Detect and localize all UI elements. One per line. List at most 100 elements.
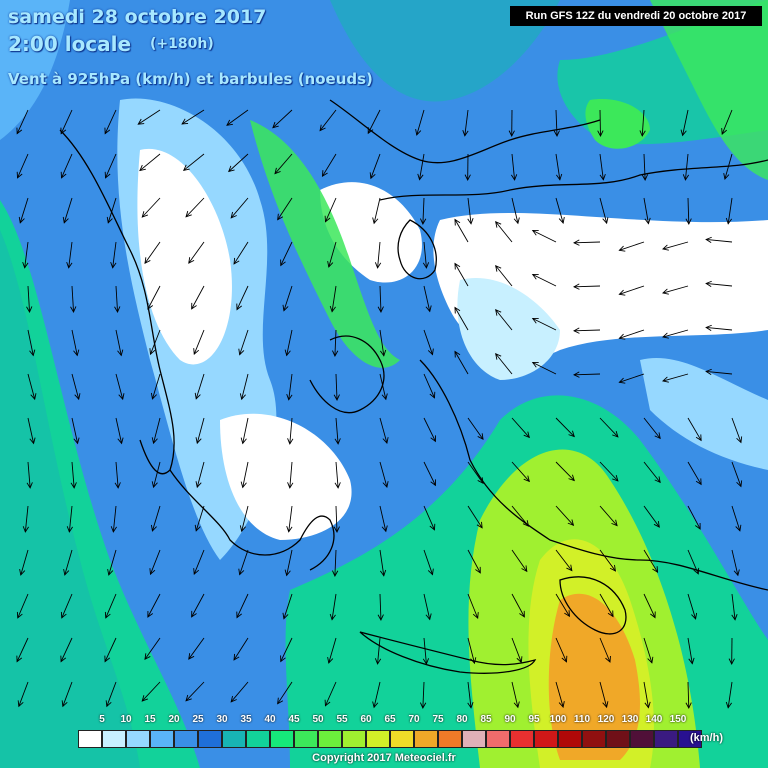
wind-arrow: [286, 549, 293, 576]
legend-swatch: [654, 730, 678, 748]
forecast-date: samedi 28 octobre 2017: [8, 6, 267, 28]
wind-arrow-head: [654, 476, 661, 484]
run-info-box: Run GFS 12Z du vendredi 20 octobre 2017: [510, 6, 762, 26]
legend-swatch: [414, 730, 438, 748]
wind-arrow-head: [333, 526, 340, 533]
wind-arrow-head: [327, 656, 334, 664]
coastline-blacksea-south: [379, 159, 768, 201]
legend-tick-label: 25: [192, 714, 204, 725]
wind-arrow-head: [105, 700, 112, 708]
wind-arrow: [511, 197, 519, 224]
wind-arrow: [532, 274, 557, 287]
wind-arrow: [379, 373, 387, 400]
wind-arrow: [277, 681, 293, 704]
wind-arrow: [511, 593, 525, 618]
wind-arrow: [16, 109, 29, 134]
wind-arrow: [104, 109, 117, 134]
wind-arrow-head: [139, 164, 146, 172]
wind-arrow-head: [650, 611, 656, 619]
wind-arrow-head: [377, 306, 384, 313]
wind-arrow-head: [599, 173, 606, 181]
legend-swatch: [534, 730, 558, 748]
wind-arrow-head: [286, 525, 293, 533]
wind-arrow-head: [429, 391, 436, 399]
wind-arrow: [706, 326, 733, 331]
wind-arrow-head: [233, 653, 240, 661]
wind-arrow-head: [60, 611, 67, 619]
wind-arrow-head: [641, 174, 649, 181]
wind-arrow: [687, 417, 702, 441]
wind-arrow-head: [195, 437, 202, 445]
legend-tick-label: 85: [480, 714, 492, 725]
wind-arrow-head: [287, 438, 294, 445]
wind-arrow: [241, 505, 249, 532]
wind-arrow-head: [691, 612, 698, 620]
wind-arrow-head: [60, 655, 67, 663]
wind-arrow: [454, 307, 469, 331]
wind-arrow: [555, 549, 573, 571]
wind-arrow-head: [147, 302, 154, 310]
wind-arrow: [727, 681, 733, 708]
wind-arrow-head: [238, 568, 245, 576]
wind-arrow: [495, 353, 513, 375]
wind-arrow-head: [141, 211, 149, 218]
legend-swatch: [606, 730, 630, 748]
wind-arrow: [731, 461, 742, 487]
wind-arrow: [105, 153, 117, 178]
wind-arrow-head: [531, 229, 539, 236]
wind-arrow-head: [607, 610, 614, 618]
wind-arrow-head: [653, 521, 660, 528]
wind-arrow-head: [705, 324, 712, 332]
legend-swatch: [198, 730, 222, 748]
wind-arrow: [71, 373, 80, 400]
wind-arrow: [619, 241, 645, 251]
wind-arrow-head: [141, 695, 149, 702]
wind-arrow: [555, 153, 561, 180]
wind-arrow-head: [319, 124, 326, 132]
wind-arrow: [191, 593, 205, 618]
wind-arrow-head: [561, 655, 568, 663]
wind-arrow-head: [462, 130, 469, 137]
wind-arrow: [137, 109, 161, 125]
wind-arrow: [107, 197, 117, 223]
wind-arrow: [511, 417, 530, 438]
wind-arrow: [24, 241, 29, 268]
wind-arrow: [643, 153, 646, 180]
legend-tick-label: 30: [216, 714, 228, 725]
coastline-anatolia-south: [419, 359, 768, 591]
wind-arrow-head: [422, 658, 430, 665]
wind-arrow-head: [495, 264, 502, 272]
legend-swatch: [558, 730, 582, 748]
wind-arrow: [71, 461, 75, 488]
wind-arrow: [60, 637, 73, 662]
wind-arrow: [643, 593, 656, 618]
legend-unit: (km/h): [690, 732, 723, 744]
wind-arrow-head: [558, 217, 565, 224]
wind-arrow-head: [62, 216, 69, 224]
wind-arrow-head: [334, 482, 341, 489]
wind-arrow-head: [191, 302, 197, 310]
wind-arrow: [141, 197, 161, 218]
wind-arrow: [641, 109, 645, 136]
wind-arrow-head: [321, 170, 328, 178]
wind-arrow-head: [611, 519, 618, 527]
legend-swatch: [366, 730, 390, 748]
wind-arrow-head: [425, 613, 432, 621]
wind-arrow-head: [277, 213, 284, 221]
wind-arrow: [328, 637, 337, 664]
wind-arrow: [662, 241, 689, 250]
wind-arrow-head: [182, 164, 190, 171]
wind-arrow: [454, 263, 469, 287]
wind-arrow: [183, 153, 205, 171]
wind-arrow-head: [191, 610, 197, 618]
wind-arrow: [687, 505, 701, 530]
wind-arrow: [467, 461, 484, 484]
wind-arrow-head: [454, 218, 461, 226]
wind-arrow-head: [688, 657, 695, 665]
legend-swatch: [150, 730, 174, 748]
legend-tick-label: 120: [597, 714, 615, 725]
wind-arrow: [643, 549, 658, 573]
wind-arrow-head: [236, 303, 243, 311]
wind-arrow: [325, 197, 337, 222]
wind-arrow-head: [30, 393, 37, 401]
